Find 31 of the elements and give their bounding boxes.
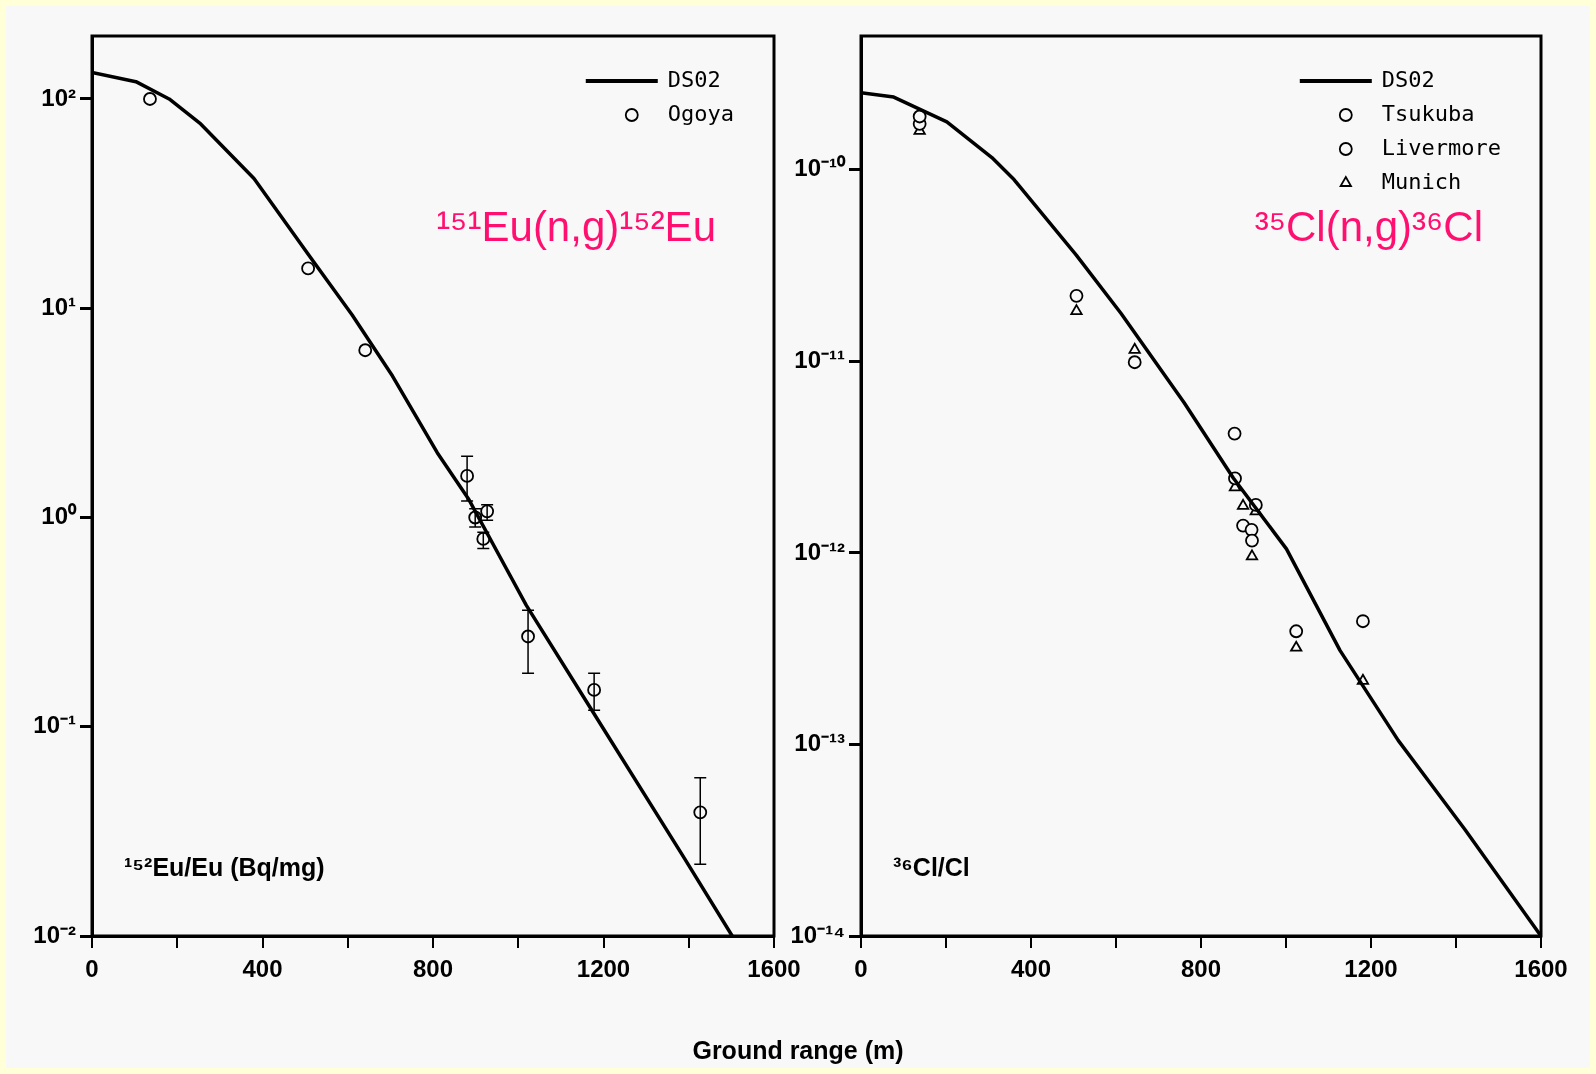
legend-label: Ogoya	[667, 100, 735, 126]
y-tick-label: 10¹	[41, 292, 77, 320]
y-tick-label: 10⁻¹¹	[794, 346, 845, 374]
x-tick-label: 1600	[1514, 955, 1568, 983]
y-tick-label: 10²	[41, 83, 77, 111]
x-tick-label: 1200	[1344, 955, 1398, 983]
x-axis-title: Ground range (m)	[691, 1036, 905, 1065]
y-tick-label: 10⁻¹	[33, 711, 77, 739]
x-tick-label: 1600	[747, 955, 801, 983]
y-axis-title: ³⁶Cl/Cl	[893, 853, 970, 881]
y-axis-title: ¹⁵²Eu/Eu (Bq/mg)	[124, 853, 325, 881]
x-tick-label: 0	[85, 955, 99, 983]
legend-label: Munich	[1381, 168, 1462, 194]
y-tick-label: 10⁻¹⁰	[794, 154, 846, 182]
y-tick-label: 10⁻¹³	[794, 729, 845, 757]
legend-label: DS02	[667, 66, 721, 92]
legend-label: Tsukuba	[1381, 100, 1475, 126]
x-tick-label: 0	[854, 955, 868, 983]
x-tick-label: 800	[412, 955, 454, 983]
legend-label: DS02	[1381, 66, 1435, 92]
y-tick-label: 10⁻¹²	[794, 537, 845, 565]
legend-label: Livermore	[1381, 134, 1502, 160]
annotation: ¹⁵¹Eu(n,g)¹⁵²Eu	[436, 203, 716, 250]
x-tick-label: 1200	[576, 955, 631, 983]
y-tick-label: 10⁻²	[33, 920, 77, 948]
y-tick-label: 10⁰	[41, 502, 77, 530]
y-tick-label: 10⁻¹⁴	[790, 920, 845, 948]
x-tick-label: 400	[1010, 955, 1052, 983]
x-tick-label: 800	[1180, 955, 1222, 983]
annotation: ³⁵Cl(n,g)³⁶Cl	[1254, 203, 1483, 250]
x-tick-label: 400	[242, 955, 283, 983]
